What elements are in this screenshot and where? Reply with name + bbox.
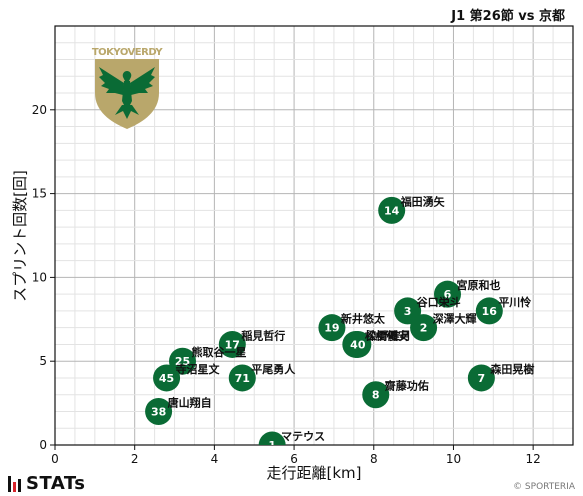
player-marker	[318, 314, 346, 342]
player-name: 森田晃樹	[490, 362, 534, 376]
player-marker	[378, 196, 406, 224]
player-number: 7	[478, 372, 486, 385]
player-number: 1	[268, 439, 276, 452]
player-name: 熊取谷一星	[192, 345, 247, 359]
player-marker	[394, 297, 422, 325]
player-marker	[153, 364, 181, 392]
player-name: 谷口栄斗	[417, 295, 461, 309]
y-tick-label: 10	[32, 270, 47, 284]
player-number: 17	[225, 338, 240, 351]
player-name: 福田湧矢	[400, 194, 446, 208]
player-number: 14	[384, 204, 400, 217]
plot-frame	[54, 25, 574, 446]
player-number: 25	[175, 355, 190, 368]
x-tick-label: 8	[370, 452, 378, 466]
data-points: 1461632194401725457178381福田湧矢宮原和也平川怜谷口栄斗…	[145, 194, 535, 452]
player-number: 8	[372, 389, 380, 402]
player-number: 38	[151, 405, 166, 418]
player-marker	[362, 381, 390, 409]
x-tick-label: 2	[131, 452, 139, 466]
player-marker	[410, 314, 438, 342]
y-tick-label: 0	[39, 438, 47, 452]
y-axis-label: スプリント回数[回]	[11, 170, 29, 302]
player-marker	[228, 364, 256, 392]
player-marker	[467, 364, 495, 392]
x-axis-label: 走行距離[km]	[266, 464, 361, 482]
player-name: 染野唯月	[367, 328, 411, 342]
marker-group: 1461632194401725457178381	[145, 196, 503, 452]
x-tick-label: 6	[290, 452, 298, 466]
stats-bars-icon	[8, 475, 21, 492]
player-name: 唐山翔自	[168, 395, 212, 409]
player-name: 深澤大輝	[433, 312, 477, 326]
player-number: 45	[159, 372, 174, 385]
player-number: 3	[404, 305, 412, 318]
stats-logo: STATs	[8, 473, 85, 494]
player-name: 齋藤功佑	[384, 379, 429, 393]
player-name: 平尾勇人	[251, 362, 296, 376]
player-name: 寺沼星文	[176, 362, 221, 376]
copyright: © SPORTERIA	[513, 482, 575, 492]
player-number: 19	[324, 322, 339, 335]
stats-brand: STATs	[26, 473, 86, 494]
x-tick-label: 4	[211, 452, 219, 466]
player-number: 6	[444, 288, 452, 301]
player-name: 稲見哲行	[241, 328, 285, 342]
eagle-icon	[99, 67, 155, 119]
x-tick-label: 0	[51, 452, 59, 466]
x-tick-label: 12	[526, 452, 541, 466]
player-number: 71	[235, 372, 250, 385]
player-marker	[218, 330, 246, 358]
player-marker	[344, 330, 372, 358]
player-marker	[258, 431, 286, 445]
player-marker	[433, 280, 461, 308]
player-marker	[475, 297, 503, 325]
player-number: 2	[420, 322, 428, 335]
y-tick-label: 15	[32, 187, 47, 201]
player-marker	[169, 347, 197, 375]
y-tick-label: 20	[32, 103, 47, 117]
player-number: 16	[482, 305, 498, 318]
team-logo-text: TOKYOVERDY	[92, 47, 164, 58]
player-number: 40	[350, 338, 366, 351]
player-name: 平川怜	[498, 295, 531, 309]
y-tick-label: 5	[39, 354, 47, 368]
player-name: 宮原和也	[456, 278, 500, 292]
player-name: マテウス	[281, 430, 325, 443]
x-tick-label: 10	[446, 452, 461, 466]
player-name: 松橋優安	[365, 328, 409, 342]
team-logo: TOKYOVERDY	[92, 47, 164, 129]
player-name: 新井悠太	[341, 312, 386, 326]
match-title: J1 第26節 vs 京都	[451, 9, 565, 24]
player-marker	[145, 397, 173, 425]
